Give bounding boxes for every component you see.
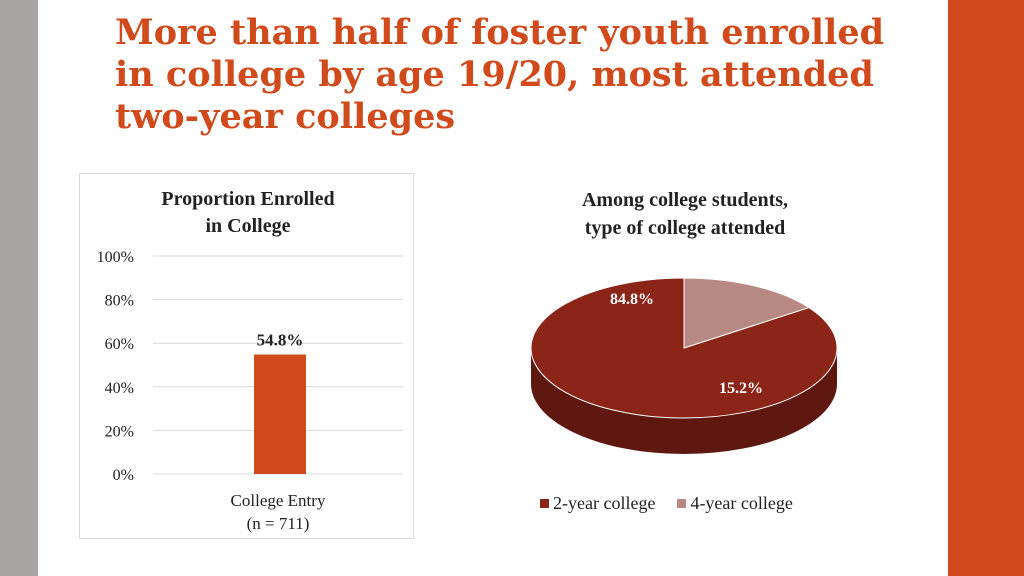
slide-title-line-1: More than half of foster youth enrolled <box>115 12 885 53</box>
bar-college-entry <box>254 354 306 474</box>
pie-legend: 2-year college 4-year college <box>540 493 793 514</box>
bar-chart-title-line-2: in College <box>206 215 291 237</box>
y-tick-label: 0% <box>113 467 134 484</box>
pie-label-2-year: 84.8% <box>610 291 654 308</box>
legend-item-2-year: 2-year college <box>540 493 655 514</box>
pie-chart-title: Among college students, type of college … <box>520 186 850 242</box>
bar-chart-panel: Proportion Enrolled in College 0% 20% 40% 6… <box>79 173 414 539</box>
slide-title-line-3: two-year colleges <box>115 96 456 137</box>
legend-label-4-year: 4-year college <box>690 493 793 513</box>
right-accent-bar <box>948 0 1024 576</box>
y-tick-label: 80% <box>105 293 134 310</box>
y-tick-label: 20% <box>105 423 134 440</box>
pie-slice-2-year-side <box>531 348 837 454</box>
bar-data-label: 54.8% <box>257 331 304 350</box>
legend-swatch-4-year <box>677 499 687 508</box>
legend-label-2-year: 2-year college <box>553 493 656 513</box>
x-category-label-line-2: (n = 711) <box>247 514 310 533</box>
bar-chart-title-line-1: Proportion Enrolled <box>161 188 334 210</box>
pie-slice-4-year <box>683 277 811 349</box>
y-tick-label: 100% <box>97 249 134 266</box>
left-accent-bar <box>0 0 38 576</box>
y-tick-label: 60% <box>105 336 134 353</box>
pie-chart-title-line-1: Among college students, <box>581 189 789 211</box>
x-category-label-line-1: College Entry <box>231 491 326 510</box>
legend-swatch-2-year <box>540 499 549 508</box>
bar-chart: Proportion Enrolled in College 0% 20% 40% 6… <box>97 188 403 533</box>
pie-chart-title-line-2: type of college attended <box>584 217 786 239</box>
legend-item-4-year: 4-year college <box>677 493 793 514</box>
slide-title-line-2: in college by age 19/20, most attended <box>115 54 874 95</box>
slide-title: More than half of foster youth enrolled … <box>115 12 915 138</box>
y-tick-label: 40% <box>105 380 134 397</box>
pie-label-4-year: 15.2% <box>719 380 763 397</box>
